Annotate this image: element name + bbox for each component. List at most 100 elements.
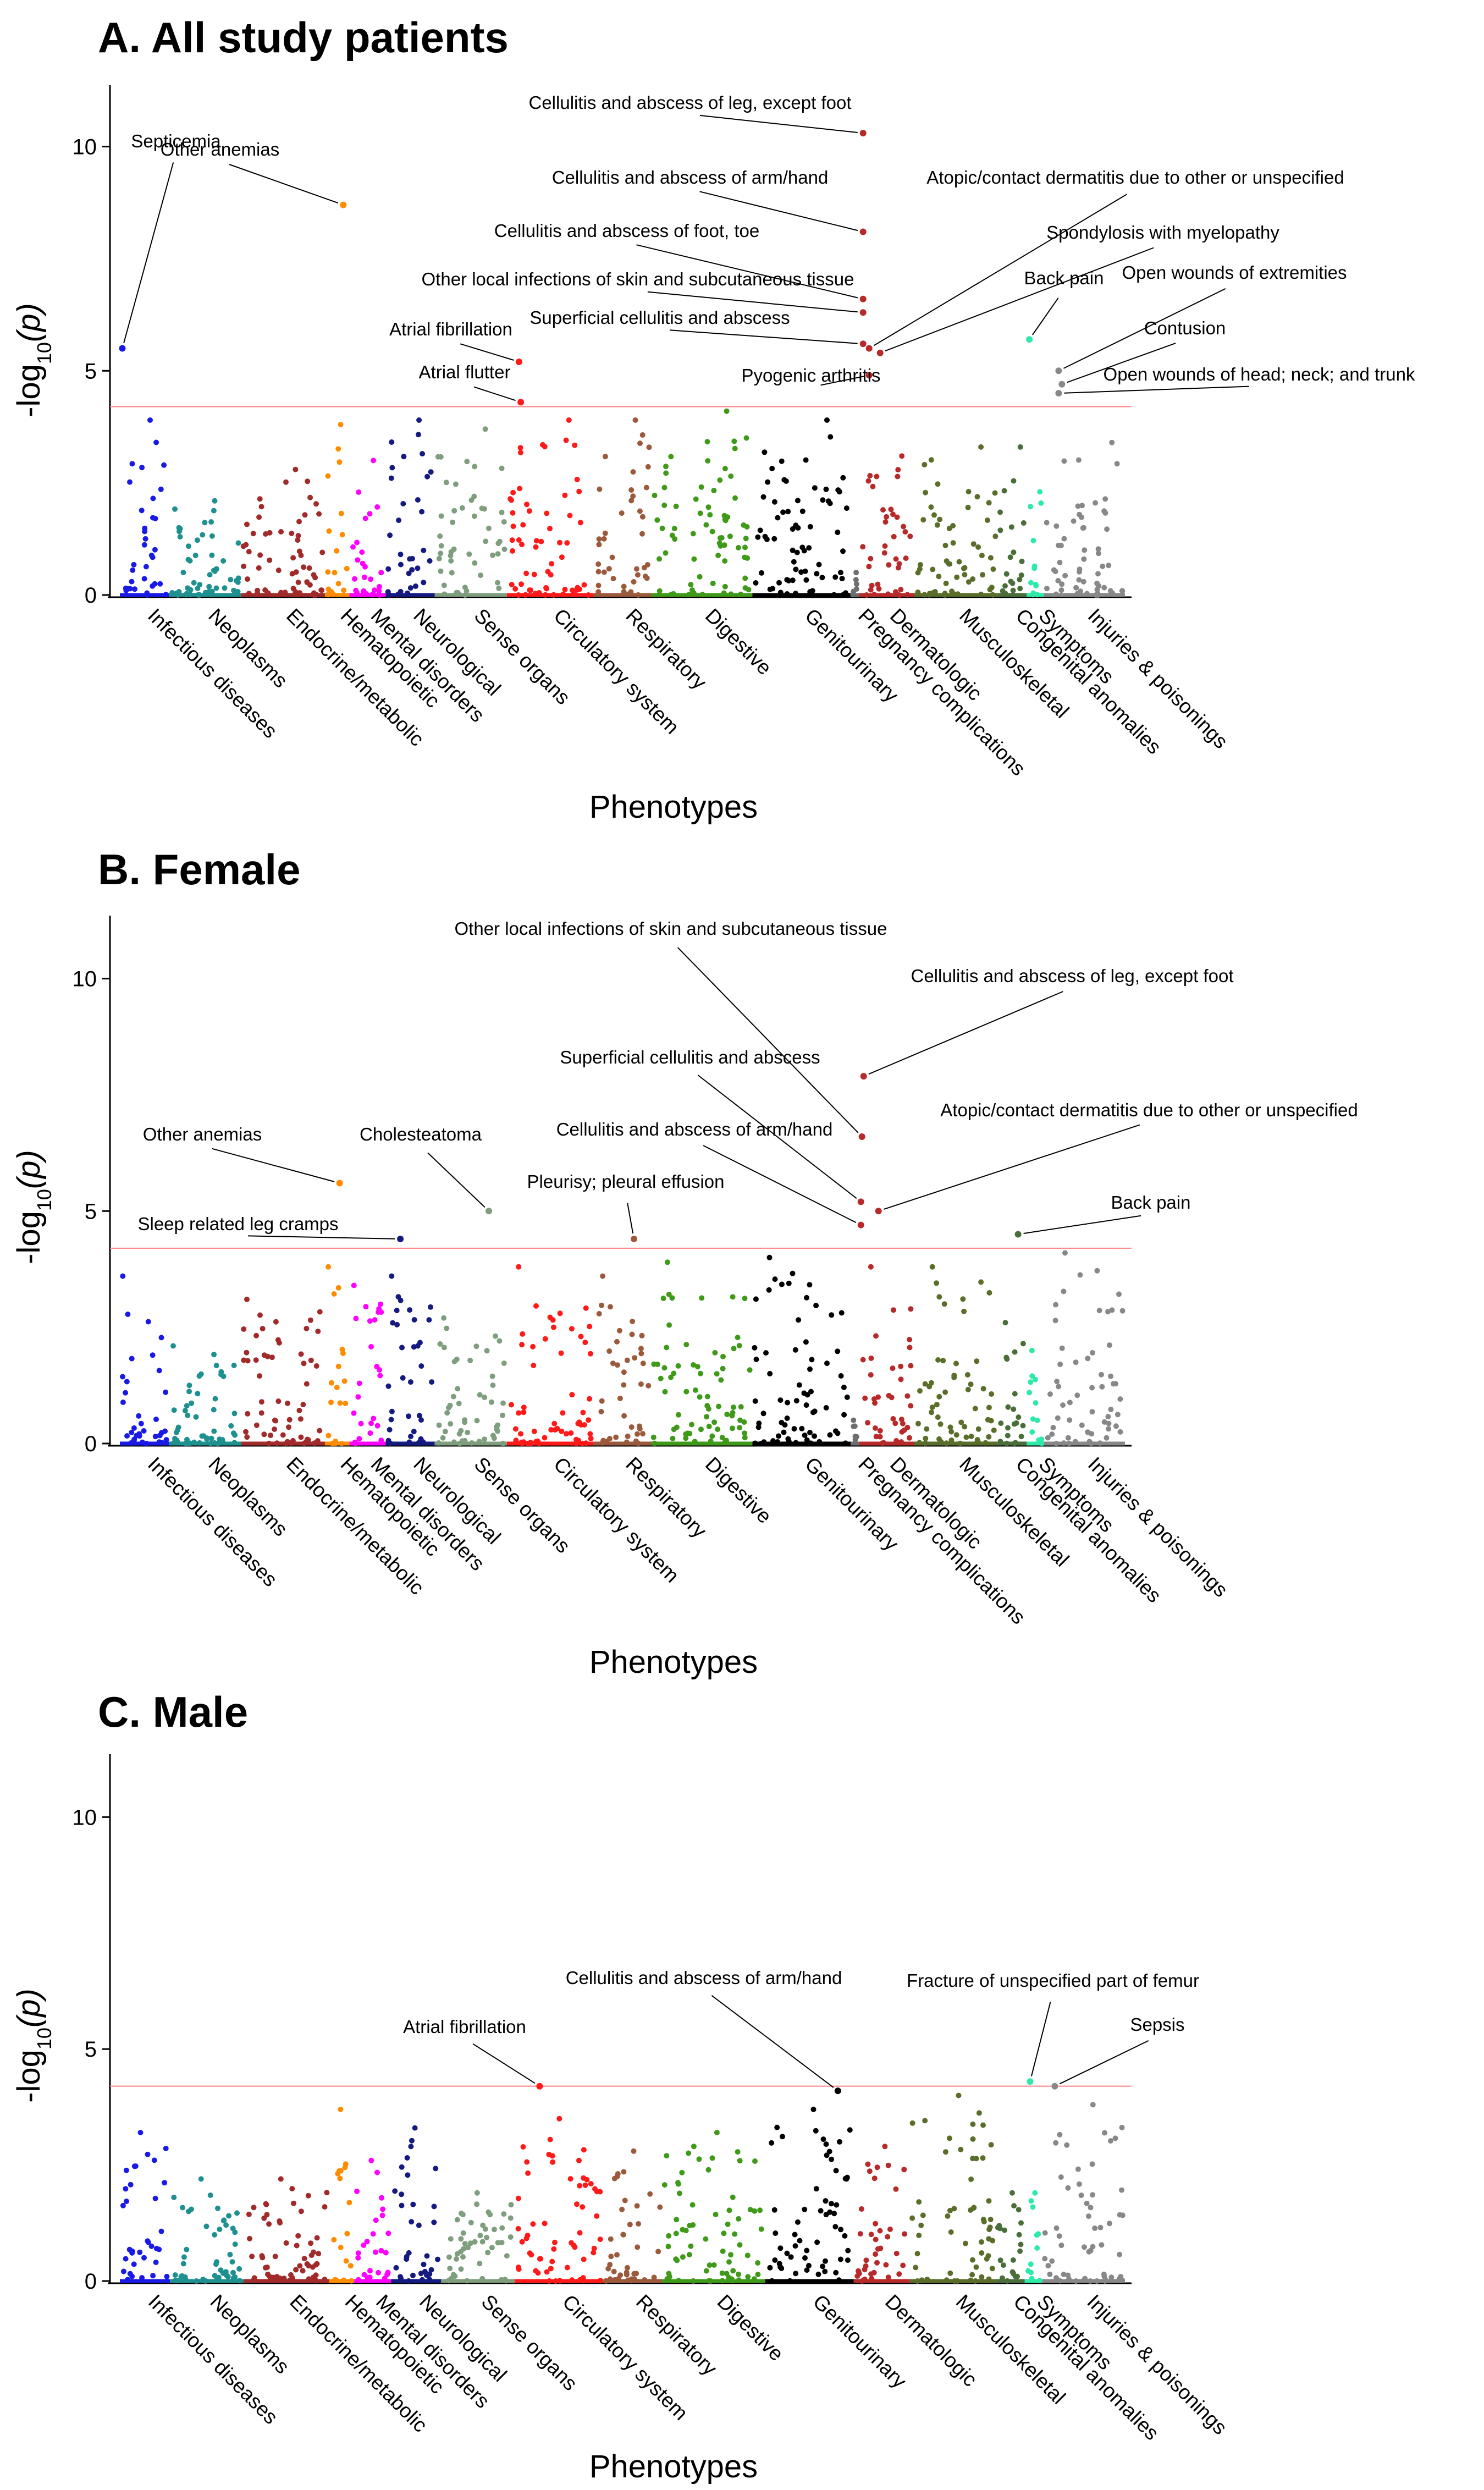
point	[798, 569, 804, 575]
point	[326, 1264, 332, 1270]
point	[1007, 554, 1013, 560]
point	[1104, 1435, 1110, 1441]
annotation-label-a-back-pain: Back pain	[1024, 268, 1104, 288]
point	[986, 500, 992, 506]
point	[1109, 1307, 1115, 1313]
point	[125, 2277, 131, 2283]
point	[462, 1419, 468, 1425]
point	[1025, 2268, 1031, 2274]
point	[317, 1428, 323, 1434]
point	[997, 527, 1003, 533]
point	[721, 513, 727, 519]
point	[1117, 1396, 1123, 1402]
point	[429, 1379, 435, 1385]
point	[737, 2242, 743, 2248]
point	[338, 422, 344, 428]
annotation-leader-a-0	[123, 162, 174, 344]
point	[301, 1440, 307, 1446]
point	[969, 2257, 975, 2263]
point	[970, 2136, 976, 2142]
point	[455, 1386, 461, 1392]
point	[1116, 2276, 1122, 2282]
point	[203, 2223, 209, 2229]
point	[983, 1440, 989, 1446]
point	[257, 1373, 262, 1379]
point	[1035, 2231, 1041, 2237]
point	[123, 2167, 129, 2173]
point	[904, 592, 911, 598]
point	[741, 522, 747, 528]
point	[751, 2276, 757, 2282]
point	[651, 1361, 657, 1367]
point	[194, 2278, 200, 2284]
point	[264, 2265, 270, 2270]
point	[979, 2239, 984, 2245]
point	[1089, 2161, 1095, 2167]
point	[544, 586, 549, 592]
point	[301, 564, 307, 570]
point	[311, 2249, 317, 2255]
point	[338, 510, 344, 516]
point	[295, 533, 301, 539]
point	[988, 2217, 994, 2223]
point	[128, 1440, 134, 1446]
point	[495, 551, 501, 557]
point	[746, 587, 752, 593]
point	[880, 507, 886, 513]
point	[888, 506, 894, 513]
point	[780, 509, 786, 515]
point	[790, 1270, 796, 1276]
point	[673, 503, 679, 509]
point	[1016, 2232, 1022, 2238]
point	[742, 575, 748, 581]
point	[406, 1413, 411, 1419]
point	[551, 2246, 557, 2252]
point	[363, 1304, 369, 1310]
point	[407, 585, 413, 591]
point	[398, 588, 404, 594]
annotation-label-b-pleurisy-pleural-effusion: Pleurisy; pleural effusion	[527, 1171, 725, 1192]
point	[577, 2183, 583, 2189]
point	[339, 532, 345, 538]
point	[893, 1438, 900, 1444]
point	[344, 565, 350, 571]
point	[1030, 1416, 1036, 1422]
point	[519, 2239, 525, 2245]
point	[625, 591, 631, 597]
y-axis-title-b: -log10(p)	[11, 1150, 56, 1264]
point	[766, 1254, 773, 1260]
point	[500, 1412, 505, 1418]
point	[1119, 588, 1125, 594]
point	[882, 2144, 888, 2150]
point	[460, 2230, 466, 2236]
point	[209, 552, 215, 558]
point	[1084, 2200, 1090, 2206]
point	[289, 571, 295, 577]
point	[989, 585, 995, 591]
point	[838, 2227, 844, 2233]
point	[776, 2261, 782, 2267]
point	[581, 2147, 587, 2153]
point	[642, 574, 648, 579]
point	[246, 2211, 252, 2217]
point	[1028, 580, 1034, 586]
point	[807, 1282, 813, 1288]
point	[662, 1389, 668, 1395]
point	[654, 517, 660, 523]
point	[1031, 565, 1038, 571]
point	[904, 1393, 911, 1399]
point	[120, 1273, 126, 1279]
point	[360, 560, 366, 566]
point	[799, 1425, 805, 1431]
point	[860, 1357, 866, 1363]
point	[184, 591, 190, 597]
point	[1062, 1250, 1068, 1256]
point	[803, 1339, 809, 1345]
point	[757, 2207, 763, 2213]
point	[319, 549, 326, 555]
point	[1094, 2278, 1100, 2284]
point	[737, 2158, 743, 2164]
point	[471, 493, 477, 499]
point	[313, 2272, 319, 2278]
x-axis-title-b: Phenotypes	[589, 1644, 758, 1680]
